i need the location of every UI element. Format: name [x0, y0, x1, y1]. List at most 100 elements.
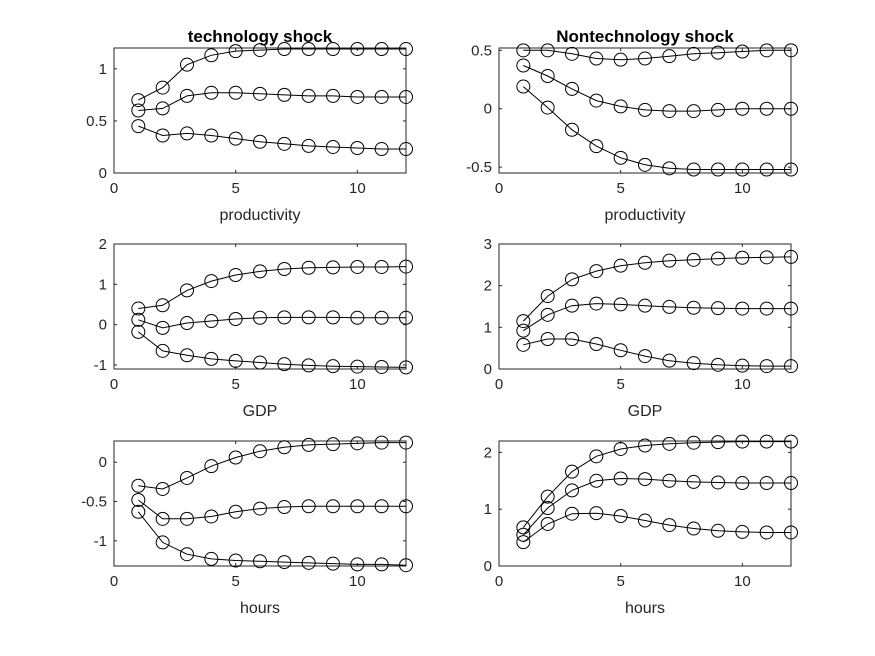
- data-point: [784, 249, 798, 264]
- data-point: [253, 501, 267, 516]
- series-2: [516, 296, 798, 338]
- data-point: [662, 49, 677, 64]
- data-point: [735, 101, 750, 116]
- series-1: [131, 259, 413, 316]
- data-point: [662, 253, 677, 268]
- data-point: [228, 85, 243, 100]
- data-point: [711, 523, 725, 538]
- data-point: [350, 259, 365, 274]
- data-point: [759, 101, 774, 116]
- data-point: [326, 499, 340, 514]
- data-point: [326, 42, 340, 57]
- y-tick-label: -0.5: [81, 494, 107, 511]
- series-line: [138, 266, 407, 309]
- data-point: [301, 260, 316, 275]
- x-tick-label: 10: [349, 180, 366, 197]
- x-axis-label: hours: [240, 600, 280, 617]
- data-point: [399, 499, 413, 514]
- data-point: [613, 441, 628, 456]
- series-line: [137, 511, 407, 566]
- data-point: [204, 314, 219, 329]
- data-point: [204, 274, 219, 289]
- series-1: [131, 42, 413, 108]
- data-point: [253, 444, 267, 459]
- data-point: [735, 44, 750, 59]
- series-1: [516, 43, 798, 67]
- data-point: [540, 289, 555, 304]
- data-point: [735, 250, 750, 265]
- data-point: [735, 162, 750, 177]
- data-point: [374, 435, 389, 450]
- y-tick-label: 1: [99, 276, 107, 293]
- data-point: [350, 499, 365, 514]
- data-point: [131, 312, 146, 327]
- data-point: [759, 359, 774, 374]
- data-point: [711, 475, 725, 490]
- data-point: [516, 337, 531, 352]
- data-point: [540, 43, 555, 58]
- data-point: [784, 301, 798, 316]
- y-tick-label: 0: [484, 558, 492, 575]
- y-tick-label: 2: [99, 236, 107, 253]
- data-point: [589, 264, 604, 279]
- data-point: [540, 100, 555, 115]
- data-point: [662, 436, 677, 451]
- data-point: [759, 43, 774, 58]
- data-point: [759, 525, 774, 540]
- data-point: [301, 42, 316, 57]
- y-tick-label: 2: [484, 278, 492, 295]
- x-tick-label: 5: [231, 376, 239, 393]
- data-point: [204, 509, 219, 524]
- data-point: [301, 437, 316, 452]
- series-line: [523, 65, 791, 112]
- data-point: [613, 150, 628, 165]
- data-point: [540, 69, 555, 84]
- data-point: [589, 337, 604, 351]
- data-point: [131, 93, 146, 108]
- data-point: [301, 555, 316, 570]
- series-1: [131, 435, 413, 496]
- data-point: [565, 483, 579, 498]
- series-line: [522, 477, 791, 536]
- data-point: [228, 450, 243, 465]
- data-point: [565, 46, 579, 61]
- data-point: [613, 343, 628, 358]
- y-tick-label: 3: [484, 236, 492, 253]
- data-point: [565, 272, 579, 287]
- data-point: [784, 476, 798, 491]
- data-point: [253, 310, 267, 325]
- data-point: [759, 162, 774, 177]
- series-line: [523, 338, 791, 367]
- data-point: [399, 142, 413, 157]
- data-point: [350, 89, 365, 104]
- data-point: [228, 131, 243, 146]
- data-point: [131, 478, 146, 493]
- y-tick-label: 0: [484, 361, 492, 378]
- y-tick-label: 1: [99, 61, 107, 78]
- x-tick-label: 5: [616, 180, 624, 197]
- data-point: [180, 88, 194, 103]
- x-tick-label: 0: [110, 376, 118, 393]
- series-2: [131, 492, 413, 526]
- series-2: [516, 471, 798, 542]
- data-point: [204, 85, 219, 100]
- subplot-1: 0 5 10 0 0.5 1 productivity technology shock: [86, 27, 413, 224]
- series-3: [131, 324, 413, 375]
- data-point: [613, 52, 628, 67]
- data-point: [253, 86, 267, 101]
- series-3: [516, 79, 798, 177]
- y-tick-label: 0: [99, 454, 107, 471]
- data-point: [155, 101, 170, 116]
- data-point: [326, 310, 340, 325]
- data-point: [638, 102, 652, 117]
- data-point: [613, 471, 628, 486]
- data-point: [350, 359, 365, 374]
- series-line: [522, 256, 792, 322]
- data-point: [155, 128, 170, 143]
- x-tick-label: 5: [231, 180, 239, 197]
- data-point: [277, 357, 292, 372]
- data-point: [326, 139, 340, 154]
- data-point: [516, 527, 531, 542]
- data-point: [326, 260, 340, 275]
